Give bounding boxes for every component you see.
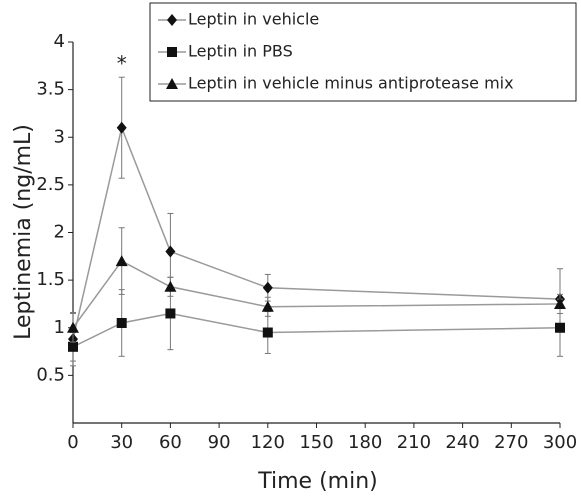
- marker: [167, 14, 177, 26]
- y-axis-title: Leptinemia (ng/mL): [11, 124, 36, 340]
- x-tick-label: 0: [67, 432, 78, 453]
- y-tick-label: 1.5: [36, 269, 65, 290]
- x-tick-label: 210: [397, 432, 431, 453]
- y-tick-label: 2: [54, 222, 65, 243]
- marker: [116, 317, 127, 328]
- legend-label: Leptin in vehicle: [188, 10, 319, 29]
- marker: [262, 327, 273, 338]
- marker: [554, 297, 566, 309]
- marker: [165, 308, 176, 319]
- marker: [164, 280, 177, 292]
- x-axis-title: Time (min): [257, 469, 378, 494]
- x-tick-label: 60: [159, 432, 182, 453]
- marker: [167, 47, 177, 57]
- x-tick-label: 240: [445, 432, 479, 453]
- y-tick-label: 3: [54, 126, 65, 147]
- marker: [68, 341, 78, 352]
- marker: [261, 300, 274, 312]
- y-tick-label: 2.5: [36, 174, 65, 195]
- y-tick-label: 0.5: [36, 364, 65, 385]
- marker: [166, 78, 178, 89]
- legend-label: Leptin in PBS: [188, 42, 293, 61]
- legend-box: [149, 2, 577, 102]
- x-tick-label: 180: [348, 432, 382, 453]
- annotation: *: [117, 52, 127, 76]
- x-tick-label: 150: [299, 432, 333, 453]
- x-tick-label: 30: [110, 432, 133, 453]
- x-tick-label: 120: [251, 432, 285, 453]
- marker: [262, 281, 273, 294]
- y-tick-label: 3.5: [36, 79, 65, 100]
- x-tick-label: 90: [208, 432, 231, 453]
- series-line: [72, 312, 561, 348]
- x-tick-label: 270: [494, 432, 528, 453]
- legend-label: Leptin in vehicle minus antiprotease mix: [188, 74, 514, 93]
- marker: [116, 121, 127, 134]
- series-line: [72, 125, 561, 340]
- marker: [165, 245, 176, 258]
- marker: [67, 321, 79, 333]
- y-tick-label: 1: [54, 317, 65, 338]
- marker: [115, 255, 128, 267]
- marker: [555, 322, 565, 333]
- x-tick-label: 300: [543, 432, 577, 453]
- y-tick-label: 4: [54, 31, 65, 52]
